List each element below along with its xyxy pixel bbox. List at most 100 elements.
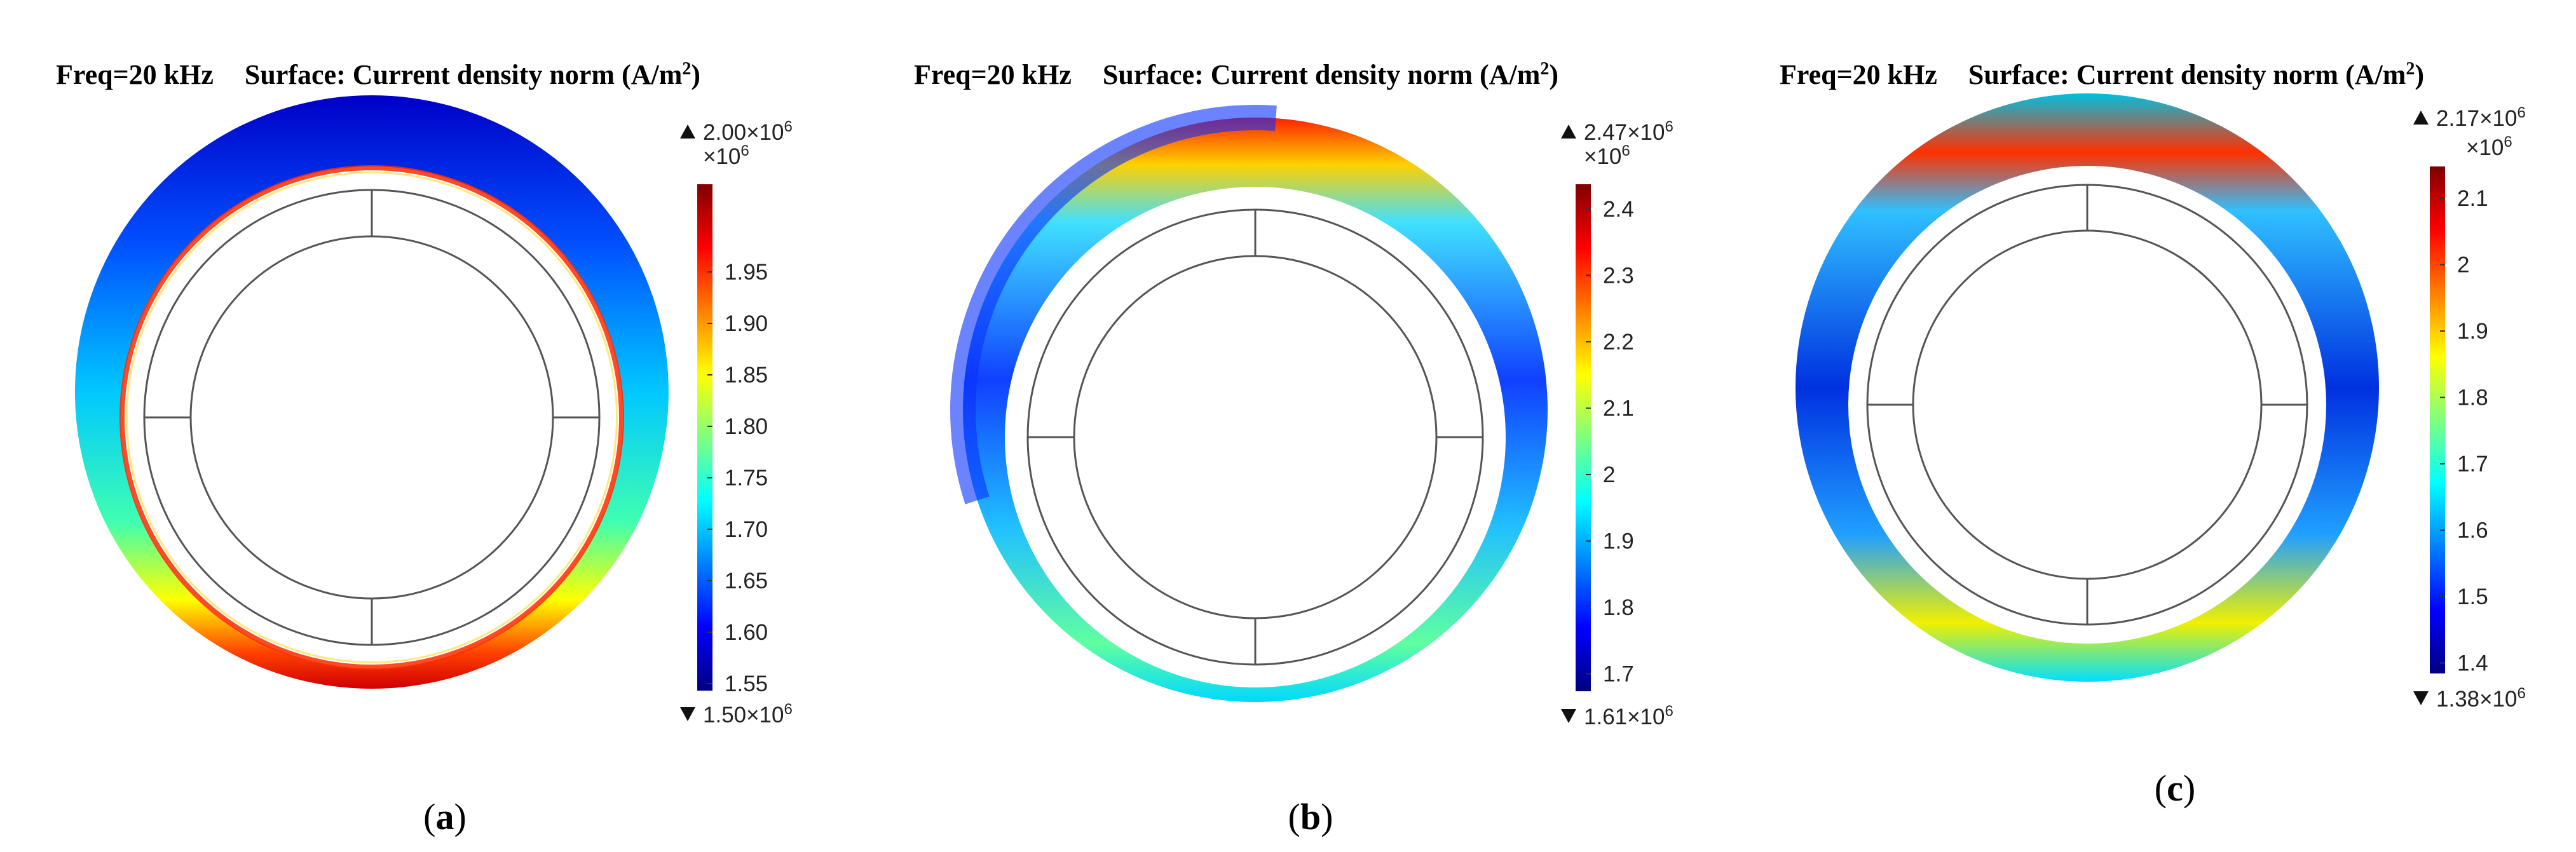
panel-a-tick-label: 1.90 (725, 311, 768, 336)
panel-c-title-close: ) (2415, 59, 2424, 90)
panel-a-ticks: 1.95 1.90 1.85 1.80 1.75 1.70 1.65 1.60 1.55 (707, 260, 768, 696)
panel-a-tick-label: 1.65 (725, 569, 768, 593)
panel-a-title-close: ) (691, 59, 700, 90)
panel-c-white-gap (1848, 166, 2326, 644)
panel-a-multiplier: ×106 (703, 142, 749, 170)
panel-b-max-triangle (1561, 125, 1576, 139)
panel-c-min-triangle (2413, 691, 2429, 705)
panel-b-colorbar: 2.47×106 ×106 2.42.32.22.121.91.81.7 1.6… (1561, 118, 1673, 730)
panel-a-caption-open: ( (423, 796, 435, 837)
panel-b-tick-label: 2.2 (1603, 330, 1634, 355)
panel-a-max-label: 2.00×10 (703, 120, 784, 145)
panel-b-caption-open: ( (1288, 796, 1300, 837)
panel-a: Freq=20 kHz Surface: Current density nor… (56, 59, 793, 838)
panel-c-tick-label: 1.9 (2457, 319, 2488, 344)
panel-a-multiplier-exp: 6 (740, 142, 749, 159)
panel-b-colorbar-bar (1576, 184, 1591, 691)
panel-c-caption-open: ( (2155, 767, 2167, 809)
panel-c-min-label: 1.38×10 (2436, 687, 2518, 712)
panel-b-multiplier-exp: 6 (1621, 142, 1630, 159)
panel-a-caption-close: ) (454, 796, 467, 837)
panel-a-max: 2.00×106 (703, 118, 793, 145)
panel-b-surface: Surface: Current density norm (A/m (1103, 59, 1540, 90)
panel-c-multiplier-exp: 6 (2504, 133, 2512, 151)
panel-b-caption-letter: b (1300, 796, 1321, 837)
panel-a-caption: (a) (423, 796, 467, 837)
panel-c-tick-label: 1.6 (2457, 518, 2488, 543)
panel-b-tick-label: 2.3 (1603, 264, 1634, 288)
panel-b-tick-label: 1.7 (1603, 662, 1634, 687)
panel-b-white-gap (1005, 187, 1506, 687)
panel-a-tick-label: 1.60 (725, 620, 768, 645)
panel-c-plot (1796, 93, 2379, 682)
panel-b-unit-sup: 2 (1540, 59, 1549, 79)
panel-c-surface: Surface: Current density norm (A/m (1968, 59, 2406, 90)
panel-c-freq: Freq=20 kHz (1780, 59, 1937, 90)
panel-b-ring-side-left (950, 105, 1560, 715)
panel-c-tick-label: 2.1 (2457, 186, 2488, 211)
panel-b-min-exp: 6 (1665, 703, 1673, 720)
panel-b-min-triangle (1561, 709, 1576, 723)
panel-c-unit-sup: 2 (2406, 59, 2415, 79)
panel-a-caption-letter: a (436, 796, 454, 837)
panel-c-max-exp: 6 (2518, 104, 2526, 121)
panel-c-caption-letter: c (2167, 767, 2183, 809)
panel-b-title-close: ) (1549, 59, 1558, 90)
panel-b-tick-label: 1.8 (1603, 595, 1634, 620)
panel-a-ring-inner-edge (119, 165, 624, 670)
panel-c-title: Freq=20 kHz Surface: Current density nor… (1780, 59, 2424, 91)
panel-a-max-triangle (680, 125, 695, 139)
panel-a-plot (74, 95, 669, 689)
panel-c-tick-label: 1.7 (2457, 452, 2488, 477)
panel-a-tick-label: 1.75 (725, 466, 768, 490)
panel-a-surface: Surface: Current density norm (A/m (245, 59, 682, 90)
panel-b-caption-close: ) (1321, 796, 1333, 837)
panel-c-min-exp: 6 (2518, 685, 2526, 702)
panel-b-tick-label: 2.4 (1603, 197, 1634, 222)
panel-a-min-exp: 6 (784, 701, 793, 718)
panel-c-max: 2.17×106 (2436, 104, 2526, 132)
panel-b-tick-label: 1.9 (1603, 529, 1634, 554)
panel-c-tick-label: 1.4 (2457, 651, 2488, 676)
panel-c-multiplier-label: ×10 (2466, 135, 2504, 160)
panel-b-max-exp: 6 (1665, 118, 1673, 135)
panel-a-colorbar-bar (697, 184, 712, 691)
panel-a-max-exp: 6 (784, 118, 793, 135)
panel-c-tick-label: 1.5 (2457, 585, 2488, 609)
panel-c-multiplier: ×106 (2466, 133, 2512, 161)
panel-a-freq: Freq=20 kHz (56, 59, 214, 90)
panel-a-multiplier-label: ×10 (703, 144, 740, 169)
panel-a-min-label: 1.50×10 (703, 703, 784, 727)
panel-a-title: Freq=20 kHz Surface: Current density nor… (56, 59, 700, 91)
panel-b-tick-label: 2 (1603, 463, 1615, 487)
panel-b-max: 2.47×106 (1584, 118, 1673, 145)
panel-b-caption: (b) (1288, 796, 1333, 837)
panel-c-caption-close: ) (2183, 767, 2195, 809)
panel-a-colorbar: 2.00×106 ×106 1.951.901.851.801.751.701.… (680, 118, 793, 728)
panel-a-min: 1.50×106 (703, 701, 793, 728)
panel-b-freq: Freq=20 kHz (914, 59, 1072, 90)
panel-b-plot (950, 105, 1560, 715)
panel-c-colorbar-bar (2430, 166, 2445, 673)
panel-b-multiplier-label: ×10 (1584, 144, 1621, 169)
panel-c-caption: (c) (2155, 767, 2195, 809)
panel-c-tick-label: 2 (2457, 253, 2469, 278)
panel-a-tick-label: 1.55 (725, 672, 768, 696)
panel-c: Freq=20 kHz Surface: Current density nor… (1780, 59, 2526, 809)
panel-c-ticks: 2.1 2 1.9 1.8 1.7 1.6 1.5 1.4 (2440, 186, 2488, 676)
panel-c-tick-label: 1.8 (2457, 386, 2488, 410)
panel-b-tick-label: 2.1 (1603, 396, 1634, 421)
panel-b-max-label: 2.47×10 (1584, 120, 1665, 145)
panel-c-min: 1.38×106 (2436, 685, 2526, 712)
panel-b-title: Freq=20 kHz Surface: Current density nor… (914, 59, 1558, 91)
panel-b: Freq=20 kHz Surface: Current density nor… (914, 59, 1673, 838)
panel-a-tick-label: 1.70 (725, 517, 768, 542)
panel-c-max-triangle (2413, 111, 2429, 125)
panel-a-unit-sup: 2 (682, 59, 691, 79)
panel-a-min-triangle (680, 707, 695, 721)
panel-a-tick-label: 1.85 (725, 363, 768, 388)
panel-c-colorbar: 2.17×106 ×106 2.121.91.81.71.61.51.4 1.3… (2413, 104, 2526, 712)
panel-b-min: 1.61×106 (1584, 703, 1673, 730)
panel-c-max-label: 2.17×10 (2436, 106, 2518, 131)
